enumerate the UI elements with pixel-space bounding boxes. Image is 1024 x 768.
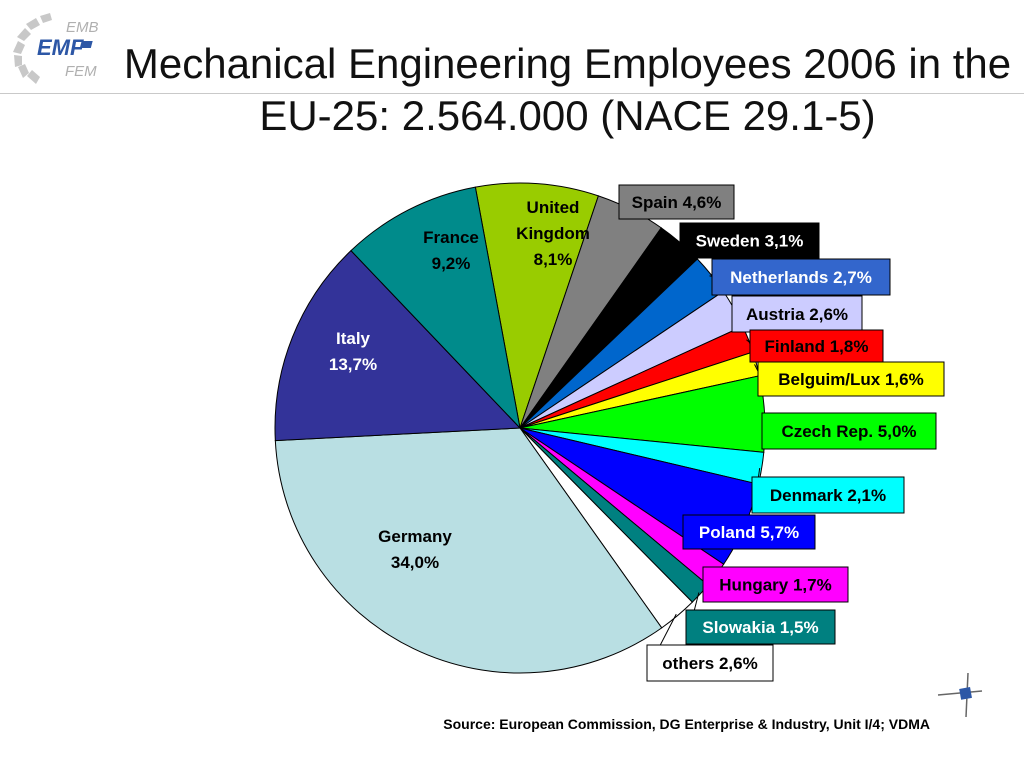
slice-label-netherlands: Netherlands 2,7% (730, 268, 872, 287)
label-box-austria (731, 295, 863, 333)
label-box-slowakia (685, 609, 836, 645)
slice-label-poland: Poland 5,7% (699, 523, 799, 542)
emb-emf-fem-logo: EMB EMF FEM (10, 10, 110, 86)
slice-label-sweden: Sweden 3,1% (696, 232, 804, 251)
pie-slice-italy (274, 249, 522, 442)
label-box-belguim-lux (757, 361, 945, 397)
logo-emf-text: EMF (37, 35, 84, 60)
label-box-spain (618, 184, 735, 220)
label-box-others (646, 644, 774, 682)
pie-slice-france (350, 186, 521, 430)
slice-label-germany: Germany 34,0% (378, 527, 452, 572)
label-box-denmark (751, 476, 905, 514)
slice-label-slowakia: Slowakia 1,5% (702, 618, 818, 637)
slice-label-others: others 2,6% (662, 654, 757, 673)
slice-label-austria: Austria 2,6% (746, 305, 848, 324)
logo-blue-bar (79, 41, 93, 48)
logo-ring (13, 13, 52, 84)
pie-slice-united-kingdom (474, 182, 600, 430)
label-box-netherlands (711, 258, 891, 296)
label-box-sweden (679, 222, 820, 259)
logo-fem-text: FEM (65, 63, 97, 80)
corner-logo-mark (936, 671, 984, 719)
slice-label-belguim-lux: Belguim/Lux 1,6% (778, 370, 923, 389)
logo-emb-text: EMB (66, 19, 99, 36)
header-divider (0, 93, 1024, 94)
pie-slices (274, 182, 766, 674)
label-box-czech-rep (761, 412, 937, 450)
label-box-poland (682, 514, 816, 550)
label-box-hungary (702, 566, 849, 603)
slice-label-denmark: Denmark 2,1% (770, 486, 886, 505)
source-note: Source: European Commission, DG Enterpri… (443, 716, 930, 732)
slice-label-spain: Spain 4,6% (632, 193, 722, 212)
slice-label-france: France 9,2% (423, 228, 479, 273)
slice-label-finland: Finland 1,8% (765, 337, 869, 356)
pie-labels: United Kingdom 8,1% Spain 4,6% Sweden 3,1% Ne… (329, 184, 945, 682)
label-box-finland (749, 329, 884, 363)
page-title: Mechanical Engineering Employees 2006 in… (123, 40, 1012, 139)
pie-slice-germany (274, 427, 663, 674)
slice-label-italy: Italy 13,7% (329, 329, 377, 374)
slice-label-czech-rep: Czech Rep. 5,0% (781, 422, 916, 441)
slice-label-hungary: Hungary 1,7% (719, 576, 831, 595)
slice-label-united-kingdom: United Kingdom 8,1% (516, 198, 590, 269)
corner-mark-blue-square (959, 687, 972, 700)
